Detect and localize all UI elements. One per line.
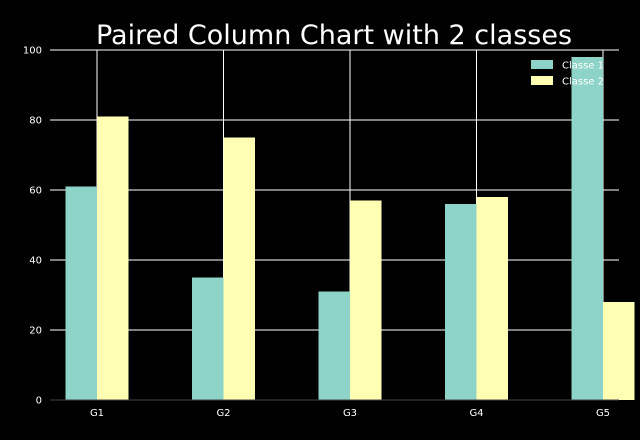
legend-swatch	[531, 60, 553, 69]
y-tick-label: 0	[36, 396, 42, 407]
bar-2-g3	[350, 200, 382, 400]
bar-2-g2	[223, 137, 255, 400]
bar-1-g2	[192, 277, 224, 400]
bar-1-g3	[318, 291, 350, 400]
x-tick-label: G1	[90, 408, 104, 419]
legend: Classe 1 Classe 2	[531, 60, 604, 88]
y-tick-label: 100	[23, 46, 42, 57]
axis-layer: 0 20 40 60 80 100 G1 G2 G3 G4 G5	[23, 46, 619, 419]
y-tick-label: 40	[29, 256, 42, 267]
x-tick-label: G5	[596, 408, 610, 419]
x-tick-label: G4	[469, 408, 483, 419]
bar-1-g1	[65, 186, 97, 400]
y-tick-label: 20	[29, 326, 42, 337]
chart-title: Paired Column Chart with 2 classes	[96, 20, 572, 51]
bar-layer	[65, 57, 635, 400]
x-tick-label: G2	[216, 408, 230, 419]
bar-2-g4	[476, 197, 508, 400]
legend-swatch	[531, 76, 553, 85]
y-tick-label: 60	[29, 186, 42, 197]
bar-1-g5	[571, 57, 603, 400]
x-tick-label: G3	[343, 408, 357, 419]
legend-label: Classe 2	[562, 77, 604, 88]
bar-1-g4	[445, 204, 477, 400]
y-tick-label: 80	[29, 116, 42, 127]
bar-2-g1	[97, 116, 129, 400]
bar-2-g5	[603, 302, 635, 400]
legend-label: Classe 1	[562, 61, 604, 72]
